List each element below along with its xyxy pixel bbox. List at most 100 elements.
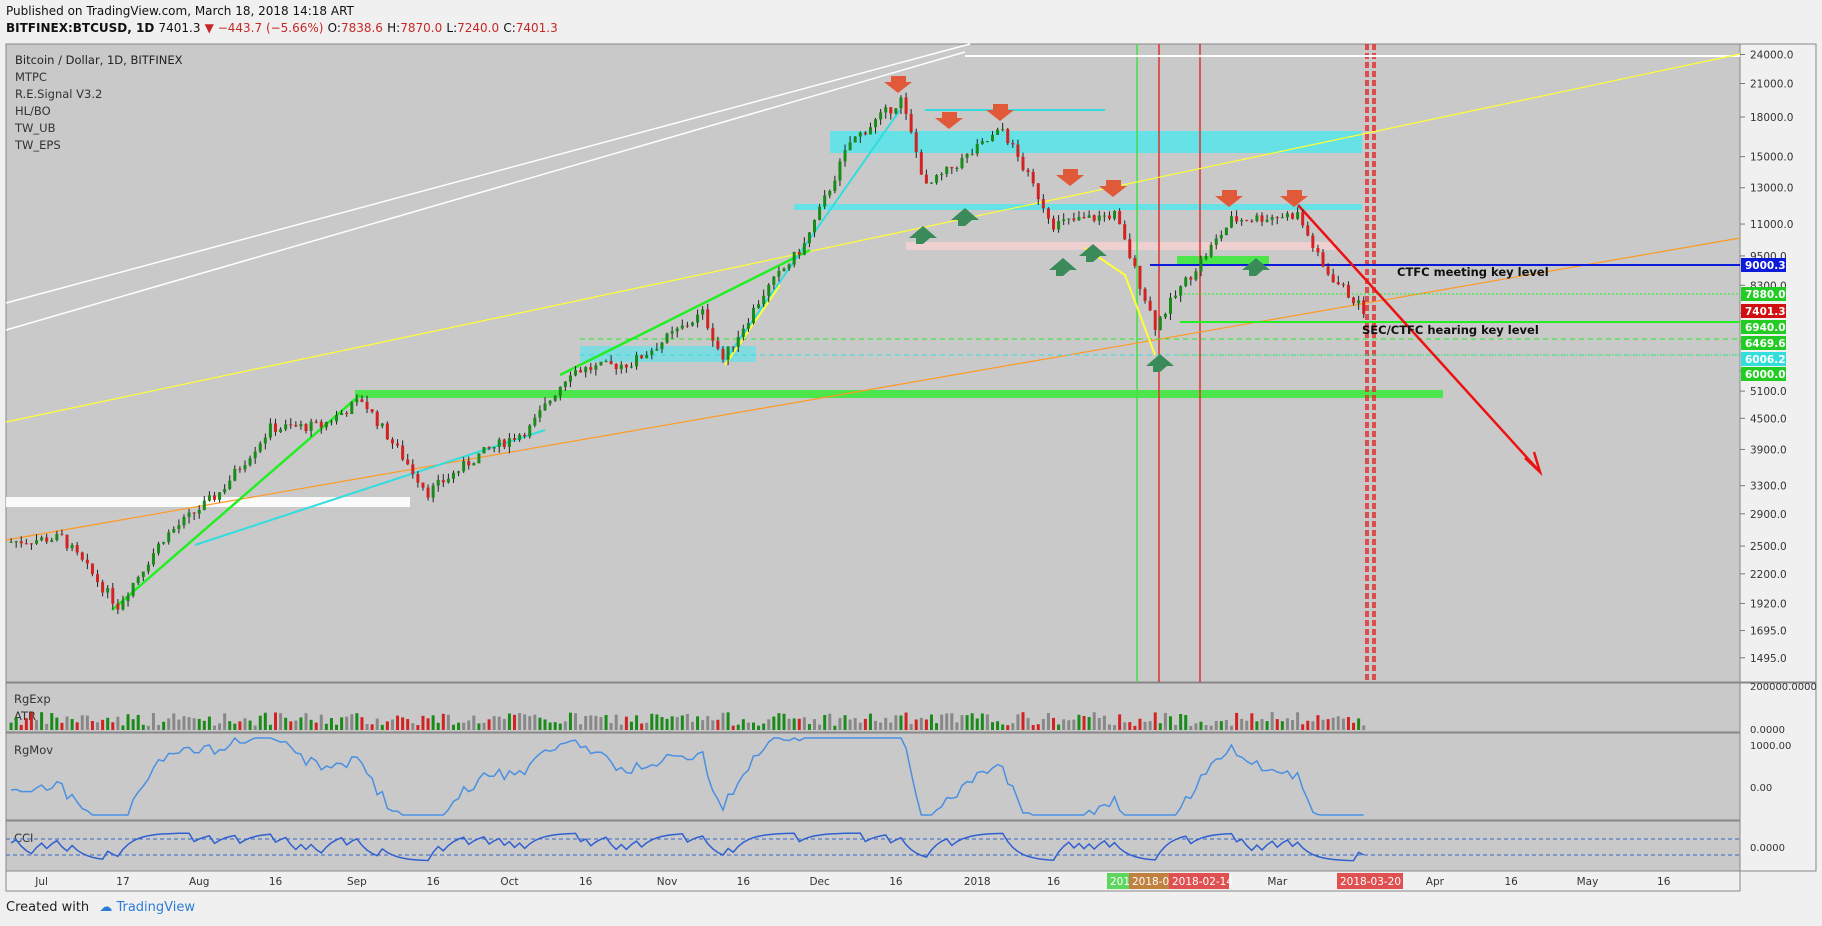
volume-bar: [746, 722, 750, 730]
price-tick-label: 3900.0: [1750, 444, 1787, 456]
candle-body: [45, 537, 49, 542]
candle-body: [1006, 129, 1010, 144]
volume-bar: [396, 715, 400, 730]
candle-body: [945, 166, 949, 174]
volume-bar: [838, 717, 842, 730]
volume-bar: [1046, 712, 1050, 730]
volume-bar: [863, 718, 867, 730]
volume-bar: [212, 725, 216, 730]
volume-bar: [568, 712, 572, 730]
candle-body: [1260, 215, 1264, 222]
volume-bar: [680, 715, 684, 730]
volume-bar: [90, 720, 94, 730]
volume-bar: [14, 717, 18, 730]
volume-bar: [543, 719, 547, 730]
candle-body: [319, 421, 323, 428]
price-label-box: [1741, 367, 1786, 381]
volume-bar: [619, 724, 623, 730]
candle-body: [935, 175, 939, 183]
candle-body: [990, 134, 994, 142]
candle-body: [746, 323, 750, 329]
volume-bar: [1199, 721, 1203, 730]
tradingview-logo[interactable]: ☁︎ TradingView: [99, 900, 195, 915]
candle-body: [1311, 235, 1315, 249]
brand-label[interactable]: TradingView: [116, 900, 195, 915]
price-change: ▼ −443.7 (−5.66%): [204, 21, 324, 35]
price-label-box: [1741, 304, 1786, 318]
candle-body: [782, 268, 786, 271]
volume-bar: [996, 721, 1000, 730]
candle-body: [29, 543, 33, 545]
volume-bar: [472, 715, 476, 730]
sell-marker: [986, 104, 1014, 121]
volume-bar: [45, 723, 49, 730]
candle-body: [380, 423, 384, 427]
candle-body: [365, 401, 369, 410]
published-line: Published on TradingView.com, March 18, …: [6, 4, 354, 18]
candle-body: [436, 479, 440, 486]
volume-bar: [858, 722, 862, 730]
time-tick-label: Jul: [34, 876, 48, 888]
volume-bar: [645, 722, 649, 730]
price-tick-label: 21000.0: [1750, 79, 1793, 91]
volume-bar: [924, 719, 928, 730]
green-impulse-line: [111, 394, 361, 611]
momentum-axis-tick: 1000.00: [1750, 741, 1791, 752]
chart-canvas[interactable]: CTFC meeting key level SEC/CTFC hearing …: [0, 0, 1822, 900]
candle-body: [1265, 219, 1269, 222]
candle-body: [640, 355, 644, 359]
candle-body: [980, 141, 984, 144]
momentum-axis-tick: 0.00: [1750, 783, 1772, 794]
yellow-line-oct: [724, 284, 781, 366]
time-tick-label: 17: [116, 876, 129, 888]
candle-body: [106, 588, 110, 593]
candle-body: [492, 447, 496, 449]
volume-bars: [9, 712, 1366, 730]
last-price: 7401.3: [158, 21, 201, 35]
candle-body: [894, 108, 898, 114]
candle-body: [802, 243, 806, 255]
candle-body: [752, 307, 756, 324]
candle-body: [1301, 212, 1305, 226]
volume-bar: [360, 717, 364, 730]
support-zone-green: [355, 390, 1443, 398]
candle-body: [1270, 217, 1274, 220]
volume-bar: [935, 723, 939, 730]
candle-body: [777, 270, 781, 277]
candle-body: [1194, 271, 1198, 280]
event-date-box: [1107, 873, 1129, 889]
candle-body: [1174, 295, 1178, 298]
candle-body: [996, 129, 1000, 135]
candle-body: [823, 195, 827, 207]
sell-marker: [935, 112, 963, 129]
volume-bar: [558, 723, 562, 730]
volume-bar: [767, 719, 771, 730]
volume-bar: [258, 715, 262, 730]
volume-bar: [1128, 722, 1132, 730]
price-tick-label: 1695.0: [1750, 626, 1787, 638]
price-label-value: 6469.6: [1745, 338, 1786, 350]
volume-bar: [523, 714, 527, 730]
candle-body: [797, 251, 801, 255]
candle-body: [690, 322, 694, 326]
candle-body: [1021, 156, 1025, 171]
price-tick-label: 5100.0: [1750, 386, 1787, 398]
open-label: O:: [327, 21, 341, 35]
volume-bar: [980, 713, 984, 730]
candle-body: [685, 325, 689, 327]
time-tick-label: May: [1577, 876, 1599, 888]
candle-body: [80, 552, 84, 560]
volume-bar: [218, 723, 222, 730]
volume-bar: [451, 724, 455, 730]
candle-body: [624, 364, 628, 368]
volume-bar: [380, 724, 384, 730]
price-label-box: [1741, 258, 1786, 272]
volume-bar: [121, 725, 125, 730]
volume-bar: [904, 712, 908, 730]
candle-body: [121, 601, 125, 610]
volume-axis-tick: 0.0000: [1750, 725, 1785, 736]
candle-body: [167, 532, 171, 543]
volume-bar: [1011, 723, 1015, 730]
candle-body: [451, 472, 455, 479]
